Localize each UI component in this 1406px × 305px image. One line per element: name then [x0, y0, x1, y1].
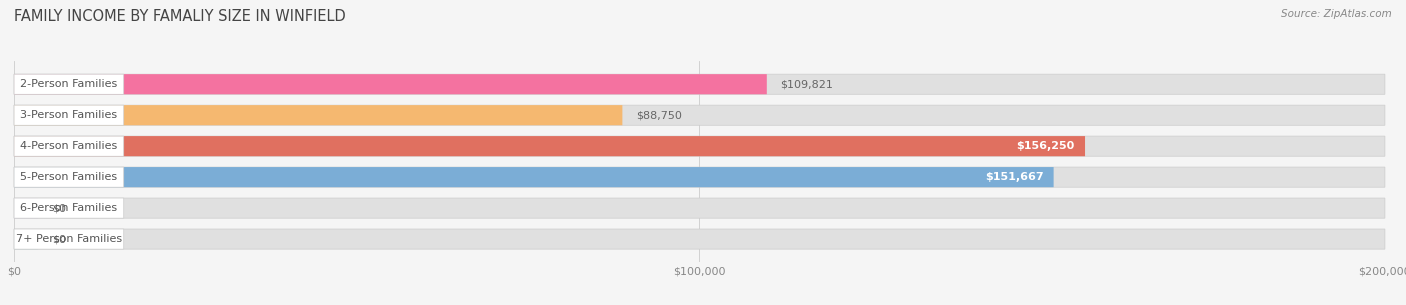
Text: $151,667: $151,667	[984, 172, 1043, 182]
Text: $0: $0	[52, 203, 66, 213]
Text: $156,250: $156,250	[1017, 141, 1074, 151]
Text: 7+ Person Families: 7+ Person Families	[15, 234, 122, 244]
FancyBboxPatch shape	[14, 229, 38, 249]
Text: FAMILY INCOME BY FAMALIY SIZE IN WINFIELD: FAMILY INCOME BY FAMALIY SIZE IN WINFIEL…	[14, 9, 346, 24]
Text: 4-Person Families: 4-Person Families	[20, 141, 118, 151]
FancyBboxPatch shape	[14, 167, 1053, 187]
FancyBboxPatch shape	[14, 229, 1385, 249]
FancyBboxPatch shape	[14, 74, 1385, 94]
FancyBboxPatch shape	[14, 136, 124, 156]
FancyBboxPatch shape	[14, 136, 1385, 156]
Text: Source: ZipAtlas.com: Source: ZipAtlas.com	[1281, 9, 1392, 19]
FancyBboxPatch shape	[14, 105, 124, 125]
FancyBboxPatch shape	[14, 105, 1385, 125]
Text: 6-Person Families: 6-Person Families	[20, 203, 118, 213]
FancyBboxPatch shape	[14, 105, 623, 125]
Text: $88,750: $88,750	[636, 110, 682, 120]
FancyBboxPatch shape	[14, 136, 1085, 156]
FancyBboxPatch shape	[14, 198, 124, 218]
FancyBboxPatch shape	[14, 167, 1385, 187]
Text: $0: $0	[52, 234, 66, 244]
Text: 2-Person Families: 2-Person Families	[20, 79, 118, 89]
Text: $109,821: $109,821	[780, 79, 834, 89]
FancyBboxPatch shape	[14, 74, 124, 94]
Text: 3-Person Families: 3-Person Families	[20, 110, 118, 120]
FancyBboxPatch shape	[14, 74, 766, 94]
FancyBboxPatch shape	[14, 198, 1385, 218]
Text: 5-Person Families: 5-Person Families	[20, 172, 118, 182]
FancyBboxPatch shape	[14, 198, 38, 218]
FancyBboxPatch shape	[14, 167, 124, 187]
FancyBboxPatch shape	[14, 229, 124, 249]
